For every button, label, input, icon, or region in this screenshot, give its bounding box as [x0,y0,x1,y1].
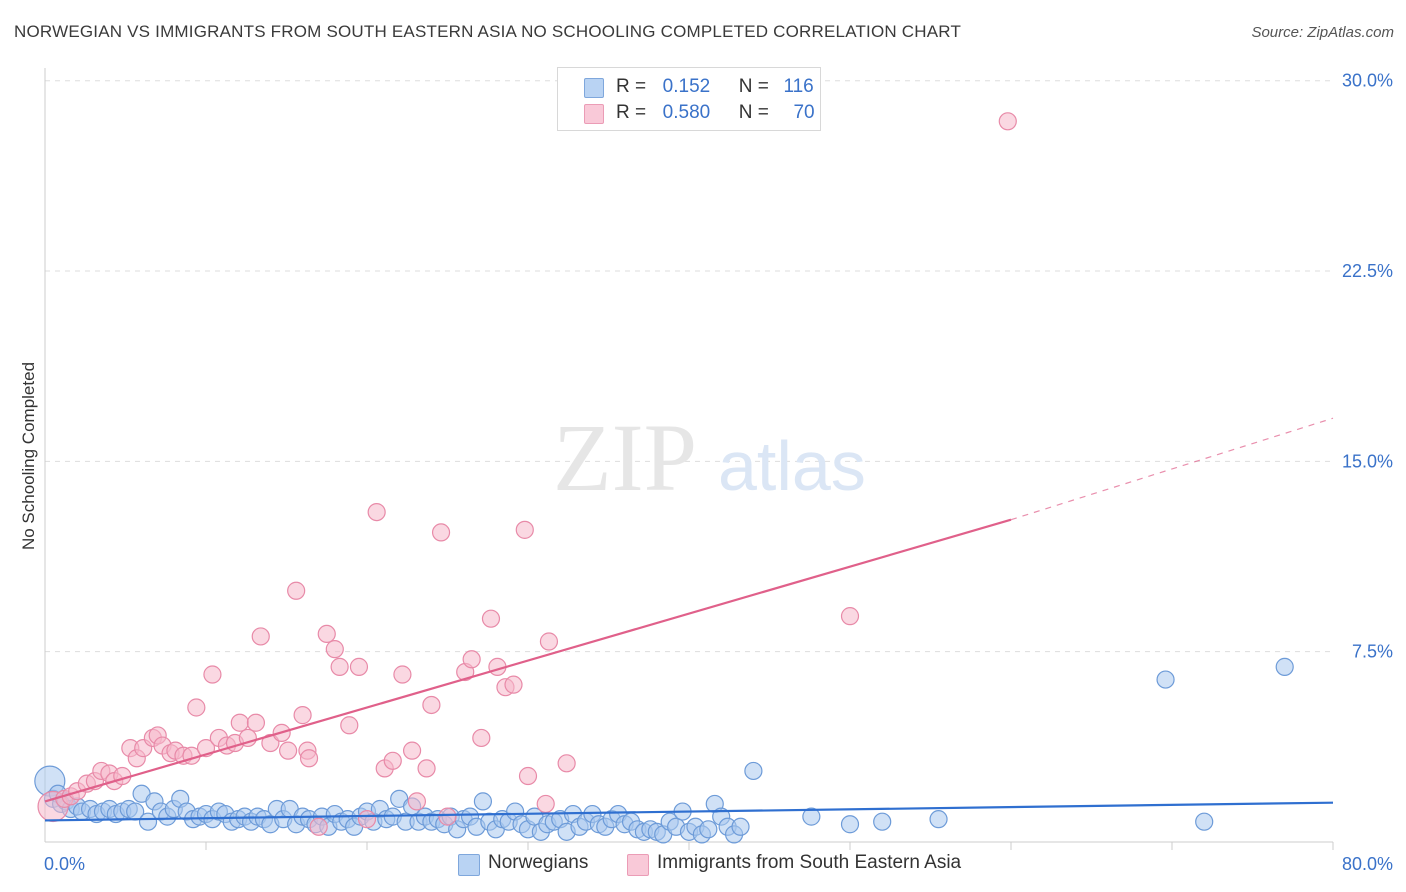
point-immigrants [317,624,336,644]
point-immigrants [367,502,386,522]
x-tick-labels: 0.0% 80.0% [44,854,1393,874]
legend-label-norwegians: Norwegians [488,852,589,873]
point-norwegians [1275,657,1294,676]
series-immigrants-points [37,112,1017,836]
y-tick-label: 22.5% [1342,261,1393,281]
point-immigrants [349,657,369,676]
watermark-atlas: atlas [718,427,866,505]
watermark-zip: ZIP [553,404,697,511]
point-immigrants [407,792,427,811]
chart-title: NORWEGIAN VS IMMIGRANTS FROM SOUTH EASTE… [14,22,962,41]
point-immigrants [325,640,344,659]
point-immigrants [998,112,1017,131]
legend-n-value-pink: 70 [793,102,815,123]
point-immigrants [393,665,412,684]
trend-lines [44,417,1334,822]
point-immigrants [287,581,306,600]
point-immigrants [536,794,555,814]
gridlines [45,80,1333,653]
point-norwegians [929,810,948,829]
legend-swatch-pink [584,104,604,124]
point-norwegians [744,761,763,781]
point-immigrants [462,650,481,669]
trend-line-norwegians [44,801,1334,822]
series-legend: Norwegians Immigrants from South Eastern… [0,852,1406,878]
point-immigrants [438,807,457,826]
point-norwegians [873,812,892,831]
point-immigrants [203,665,222,684]
point-norwegians [699,820,718,839]
point-immigrants [293,706,312,725]
legend-swatch-blue [584,78,604,98]
point-immigrants [187,698,206,717]
legend-swatch-blue [458,854,480,876]
point-immigrants [422,695,441,715]
point-immigrants [417,759,436,778]
x-tick-label-max: 80.0% [1342,854,1393,874]
watermark: ZIP atlas [553,404,866,511]
trend-line-immigrants [44,518,1012,803]
legend-swatch-pink [627,854,649,876]
point-immigrants [431,523,451,542]
x-tick-marks [205,842,1334,850]
point-immigrants [402,741,422,760]
point-immigrants [481,609,501,628]
legend-r-value-pink: 0.580 [662,102,711,123]
y-tick-labels: 7.5% 15.0% 22.5% 30.0% [1342,71,1393,662]
legend-r-label: R = [616,102,647,123]
point-immigrants [238,728,257,748]
point-immigrants [340,716,359,735]
y-tick-label: 15.0% [1342,451,1393,471]
point-norwegians [1156,670,1175,689]
legend-label-immigrants: Immigrants from South Eastern Asia [657,852,962,873]
legend-r-value-blue: 0.152 [662,76,711,97]
legend-n-value-blue: 116 [783,76,814,97]
point-norwegians [840,815,860,834]
point-immigrants [472,728,491,748]
point-norwegians [1195,812,1214,831]
point-norwegians [473,792,493,811]
point-immigrants [518,766,538,786]
point-immigrants [330,657,349,676]
point-immigrants [279,741,298,760]
point-immigrants [299,749,319,768]
point-immigrants [515,520,534,539]
point-immigrants [539,632,559,651]
point-immigrants [251,627,270,646]
point-immigrants [246,713,266,732]
point-immigrants [557,754,576,773]
legend-n-label: N = [738,102,769,123]
x-tick-label-min: 0.0% [44,854,85,874]
point-norwegians [802,807,821,826]
point-norwegians [731,817,750,836]
point-immigrants [357,810,377,829]
point-immigrants [309,817,328,836]
y-tick-label: 30.0% [1342,71,1393,91]
y-axis-label: No Schooling Completed [19,362,38,550]
trend-line-immigrants-extension [1010,417,1334,521]
point-immigrants [383,751,402,770]
legend-r-label: R = [616,76,647,97]
correlation-legend: R = 0.152 N = 116 R = 0.580 N = 70 [557,67,821,131]
point-immigrants [504,675,523,694]
y-tick-label: 7.5% [1352,642,1393,662]
source-label: Source: ZipAtlas.com [1251,24,1394,41]
point-immigrants [840,607,860,626]
point-norwegians [138,812,158,831]
legend-n-label: N = [738,76,769,97]
point-immigrants [230,713,249,732]
